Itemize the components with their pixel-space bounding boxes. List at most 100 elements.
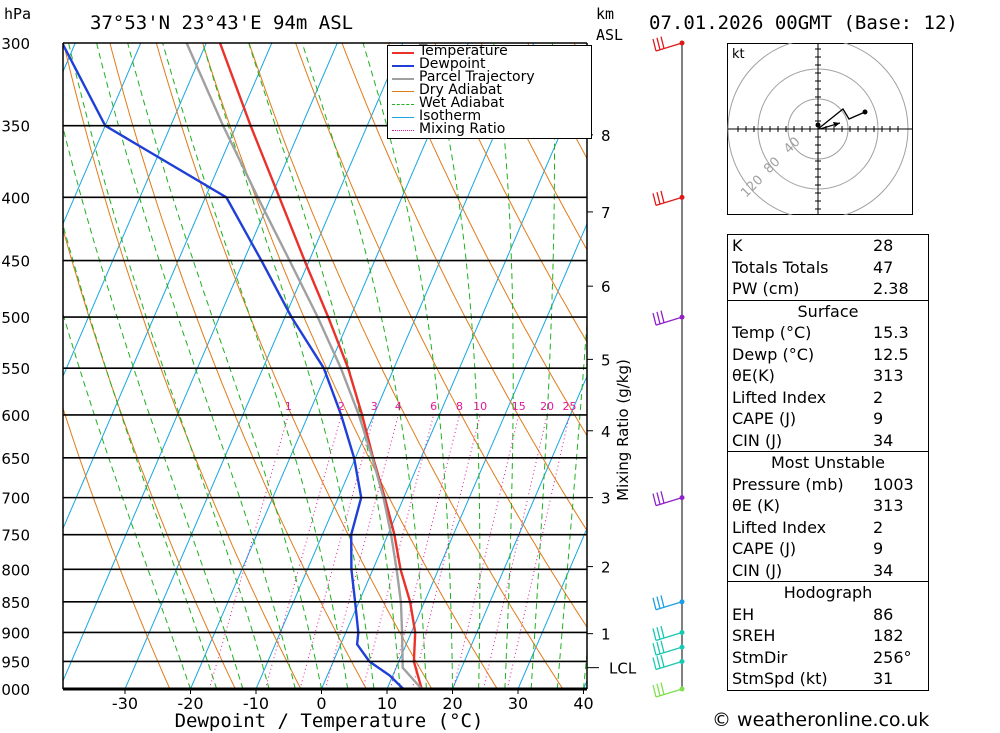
mixing-ratio-line [208, 414, 289, 689]
isotherm-line [124, 43, 404, 689]
pressure-tick-label: 800 [1, 561, 30, 579]
x-tick-label: 20 [442, 694, 462, 713]
wind-barb [652, 491, 685, 507]
isotherm-line [255, 43, 535, 689]
pressure-tick-label: 500 [1, 309, 30, 327]
isotherm-line [517, 527, 587, 689]
legend-item-dewpoint: Dewpoint [388, 56, 588, 72]
x-tick-label: 10 [377, 694, 397, 713]
isotherm-line [452, 374, 587, 689]
row-surface-li: Lifted Index 2 [732, 387, 884, 407]
x-tick-label: 0 [316, 694, 326, 713]
hodo-end-marker [862, 109, 868, 115]
x-tick-label: 40 [573, 694, 593, 713]
wet-adiabat-line [428, 43, 481, 689]
mixing-ratio-axis-label: Mixing Ratio (g/kg) [614, 359, 632, 501]
wind-barb-flag [660, 654, 665, 668]
pressure-tick-label: 400 [1, 189, 30, 207]
pressure-tick-label: 900 [1, 624, 30, 642]
wind-barb-flag [660, 36, 665, 49]
wind-barb-flag [660, 682, 665, 695]
legend-item-wet-adiabat: Wet Adiabat [388, 95, 588, 111]
row-pw: PW (cm) 2.38 [732, 279, 909, 298]
wet-adiabat-line [530, 43, 555, 689]
pressure-tick-label: 850 [1, 594, 30, 612]
wind-barb-flag [660, 625, 665, 639]
dry-adiabat-line [155, 43, 433, 689]
pressure-tick-label: 700 [1, 490, 30, 508]
isotherm-line [321, 70, 587, 689]
x-axis-label: Dewpoint / Temperature (°C) [175, 710, 484, 732]
dry-adiabat-line [202, 43, 498, 689]
dry-adiabat-line [109, 43, 367, 689]
pressure-tick-label: 450 [1, 253, 30, 271]
section-most-unstable: Most Unstable [728, 451, 928, 474]
row-eh: EH 86 [732, 604, 894, 624]
mixing-ratio-label: 4 [395, 400, 402, 413]
wind-barb-flag [652, 493, 657, 506]
legend-item-mixing-ratio: Mixing Ratio [388, 121, 588, 137]
mixing-ratio-line [506, 414, 571, 689]
wind-barb-flag [652, 38, 657, 52]
km-tick-label: 6 [601, 278, 611, 296]
row-surface-temp: Temp (°C) 15.3 [732, 323, 909, 342]
dry-adiabat-line [295, 43, 587, 629]
pressure-tick-label: 750 [1, 527, 30, 545]
dry-adiabat-line [63, 406, 171, 689]
dry-adiabat-line [63, 43, 302, 689]
legend-item-parcel: Parcel Trajectory [388, 69, 588, 85]
km-tick-label: 2 [601, 559, 611, 577]
km-tick-label: 8 [601, 127, 611, 145]
mixing-ratio-label: 8 [456, 400, 463, 413]
row-totals-totals: Totals Totals 47 [732, 257, 894, 277]
dry-adiabat-line [434, 43, 587, 344]
wind-barb-flag [660, 491, 665, 504]
row-mu-cin: CIN (J) 34 [732, 560, 894, 580]
isotherm-line [63, 43, 338, 683]
km-tick-label: 4 [601, 423, 611, 441]
wet-adiabat-line [63, 125, 244, 689]
mixing-ratio-label: 6 [430, 400, 437, 413]
dry-adiabat-line [63, 227, 236, 689]
pressure-tick-label: 300 [1, 35, 30, 53]
wind-barb [652, 190, 685, 206]
km-tick-label: 1 [601, 626, 611, 644]
dry-adiabat-line [341, 43, 587, 532]
isotherm-line [63, 43, 207, 378]
wind-barb-flag [652, 193, 657, 206]
dry-adiabat-line [480, 43, 587, 251]
isotherm-line [63, 43, 142, 226]
wind-barb-flag [660, 595, 665, 608]
dry-adiabat-line [248, 43, 564, 689]
wind-barb-flag [652, 643, 657, 656]
row-surface-dewp: Dewp (°C) 12.5 [732, 344, 909, 364]
pressure-tick-label: 1000 [0, 681, 30, 699]
row-stmdir: StmDir 256° [732, 647, 912, 667]
row-sreh: SREH 182 [732, 626, 904, 645]
wind-barb-flag [652, 312, 657, 326]
wind-barb [652, 595, 685, 611]
wind-barb-flag [656, 37, 661, 50]
lcl-label: LCL [609, 660, 637, 678]
hodo-unit-label: kt [732, 47, 745, 62]
mixing-ratio-label: 15 [512, 400, 526, 413]
row-surface-thetae: θE(K) 313 [732, 366, 904, 385]
mixing-ratio-label: 25 [563, 400, 577, 413]
asl-label: ASL [596, 26, 624, 44]
mixing-ratio-line [299, 414, 375, 689]
hodo-start-marker [815, 122, 821, 128]
mixing-ratio-label: 2 [338, 400, 345, 413]
row-surface-cape: CAPE (J) 9 [732, 409, 884, 428]
pressure-tick-label: 950 [1, 653, 30, 671]
mixing-ratio-label: 3 [371, 400, 378, 413]
datetime-title: 07.01.2026 00GMT (Base: 12) [649, 12, 958, 34]
wind-barb [652, 682, 685, 698]
mixing-ratio-line [389, 414, 460, 689]
wind-barb [652, 654, 685, 671]
wet-adiabat-line [96, 43, 296, 689]
row-mu-pressure: Pressure (mb) 1003 [732, 474, 914, 494]
isotherm-line [386, 222, 587, 689]
x-tick-label: -20 [177, 694, 203, 713]
wind-barb-flag [656, 311, 661, 325]
hodo-trace [817, 108, 866, 130]
